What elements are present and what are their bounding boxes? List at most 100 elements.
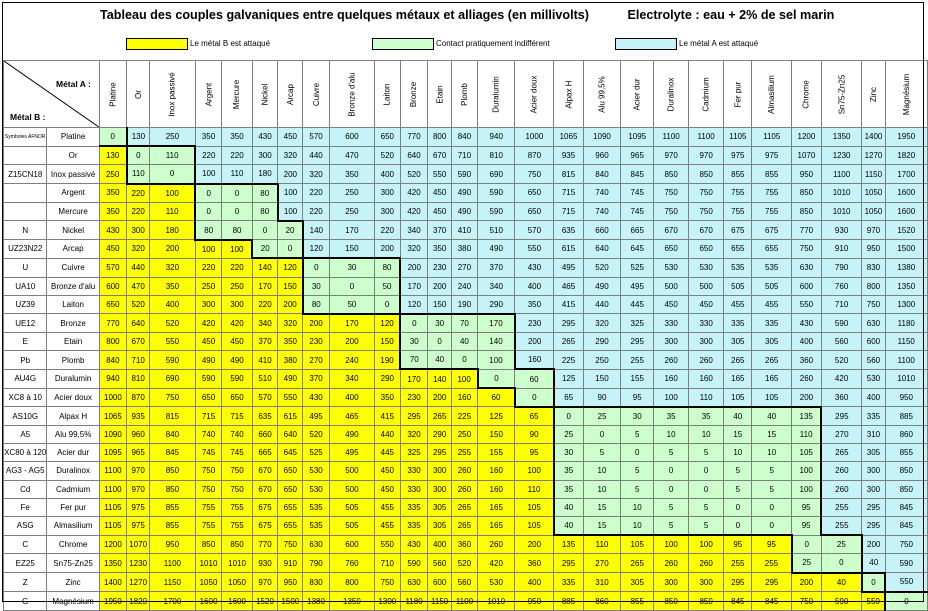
potential-cell: 140 — [251, 257, 279, 278]
potential-cell: 305 — [427, 497, 452, 517]
potential-cell: 0 — [751, 497, 793, 517]
column-header: Almasilium — [751, 60, 793, 128]
potential-cell: 850 — [221, 534, 253, 555]
potential-cell: 665 — [620, 220, 655, 241]
potential-cell: 300 — [221, 294, 253, 315]
potential-cell: 615 — [553, 239, 584, 259]
potential-cell: 670 — [126, 332, 151, 352]
potential-cell: 450 — [194, 332, 223, 352]
potential-cell: 505 — [328, 497, 376, 517]
legend-swatch-blue — [615, 37, 677, 50]
potential-cell: 750 — [221, 479, 253, 499]
potential-cell: 100 — [514, 461, 555, 481]
potential-cell: 270 — [582, 553, 622, 573]
potential-cell: 110 — [221, 164, 253, 185]
potential-cell: 100 — [221, 238, 253, 259]
potential-cell: 300 — [688, 332, 725, 352]
potential-cell: 755 — [221, 515, 253, 536]
potential-cell: 1380 — [302, 591, 330, 611]
potential-cell: 340 — [399, 220, 429, 241]
potential-cell: 1010 — [194, 553, 223, 573]
potential-cell: 325 — [399, 443, 429, 463]
potential-cell: 260 — [450, 479, 479, 499]
potential-cell: 600 — [427, 571, 452, 593]
potential-cell: 1105 — [723, 127, 753, 147]
column-header-label: Acier dur — [632, 77, 642, 111]
potential-cell: 0 — [653, 461, 690, 481]
potential-cell: 220 — [302, 183, 330, 203]
potential-cell: 290 — [582, 332, 622, 352]
row-metal-name: Acier dur — [46, 443, 100, 463]
column-header: Arcap — [277, 60, 304, 128]
potential-cell: 850 — [884, 461, 928, 481]
potential-cell: 65 — [553, 387, 584, 408]
potential-cell: 260 — [653, 553, 690, 573]
potential-cell: 965 — [126, 443, 151, 463]
potential-cell: 220 — [221, 145, 253, 166]
potential-cell: 800 — [861, 276, 886, 296]
column-header: Cuivre — [302, 60, 330, 128]
potential-cell: 845 — [751, 591, 793, 611]
potential-cell: 400 — [791, 332, 822, 352]
potential-cell: 250 — [582, 350, 622, 370]
potential-cell: 550 — [277, 387, 304, 408]
potential-cell: 760 — [820, 276, 863, 296]
potential-cell: 600 — [791, 276, 822, 296]
row-metal-name: Etain — [46, 332, 100, 352]
potential-cell: 260 — [791, 368, 822, 389]
potential-cell: 640 — [582, 239, 622, 259]
potential-cell: 850 — [149, 461, 196, 481]
potential-cell: 715 — [553, 201, 584, 222]
column-header: Nickel — [251, 60, 279, 128]
potential-cell: 415 — [374, 406, 401, 426]
potential-cell: 750 — [653, 183, 690, 203]
column-header: Chrome — [791, 60, 822, 128]
potential-cell: 650 — [688, 239, 725, 259]
potential-cell: 1150 — [149, 571, 196, 593]
column-header-label: Laiton — [382, 83, 392, 105]
potential-cell: 30 — [620, 405, 655, 426]
potential-cell: 1100 — [653, 127, 690, 147]
potential-cell: 295 — [553, 313, 584, 334]
potential-cell: 630 — [302, 534, 330, 555]
potential-cell: 1100 — [884, 350, 928, 370]
potential-cell: 760 — [328, 553, 376, 573]
potential-cell: 230 — [427, 257, 452, 278]
table-row: UE12 Bronze 770 640 520 420 420 340 320 200 170 120… — [2, 312, 928, 334]
potential-cell: 330 — [653, 313, 690, 334]
row-metal-name: Plomb — [46, 350, 100, 370]
potential-cell: 120 — [302, 239, 330, 259]
legend-item-b-attacked: Le métal B est attaqué — [126, 37, 270, 50]
potential-cell: 590 — [476, 183, 516, 203]
afnor-symbol: UZ23N22 — [2, 239, 48, 259]
potential-cell: 800 — [98, 332, 128, 352]
potential-cell: 450 — [98, 239, 128, 259]
potential-cell: 220 — [251, 294, 279, 315]
potential-cell: 310 — [582, 571, 622, 593]
potential-cell: 855 — [149, 497, 196, 517]
potential-cell: 430 — [791, 313, 822, 334]
potential-cell: 335 — [399, 515, 429, 536]
potential-cell: 870 — [126, 387, 151, 408]
potential-cell: 655 — [723, 239, 753, 259]
potential-cell: 170 — [399, 276, 429, 296]
legend-item-a-attacked: Le métal A est attaqué — [615, 37, 758, 50]
potential-cell: 840 — [582, 164, 622, 185]
potential-cell: 750 — [221, 461, 253, 481]
potential-cell: 130 — [126, 127, 151, 147]
row-metal-name: Fer pur — [46, 497, 100, 517]
potential-cell: 600 — [98, 276, 128, 296]
potential-cell: 5 — [723, 479, 753, 499]
potential-cell: 170 — [328, 220, 376, 241]
potential-cell: 80 — [194, 220, 223, 241]
potential-cell: 675 — [251, 497, 279, 517]
potential-cell: 360 — [514, 553, 555, 573]
row-metal-name: Bronze d'alu — [46, 276, 100, 296]
legend-label: Le métal A est attaqué — [679, 39, 759, 48]
afnor-symbol: AG3 - AG5 — [2, 461, 48, 481]
column-header-label: Duralumin — [491, 75, 501, 113]
potential-cell: 200 — [277, 294, 304, 315]
potential-cell: 450 — [427, 183, 452, 203]
afnor-symbol: XC8 à 10 — [2, 387, 48, 408]
potential-cell: 350 — [514, 294, 555, 315]
